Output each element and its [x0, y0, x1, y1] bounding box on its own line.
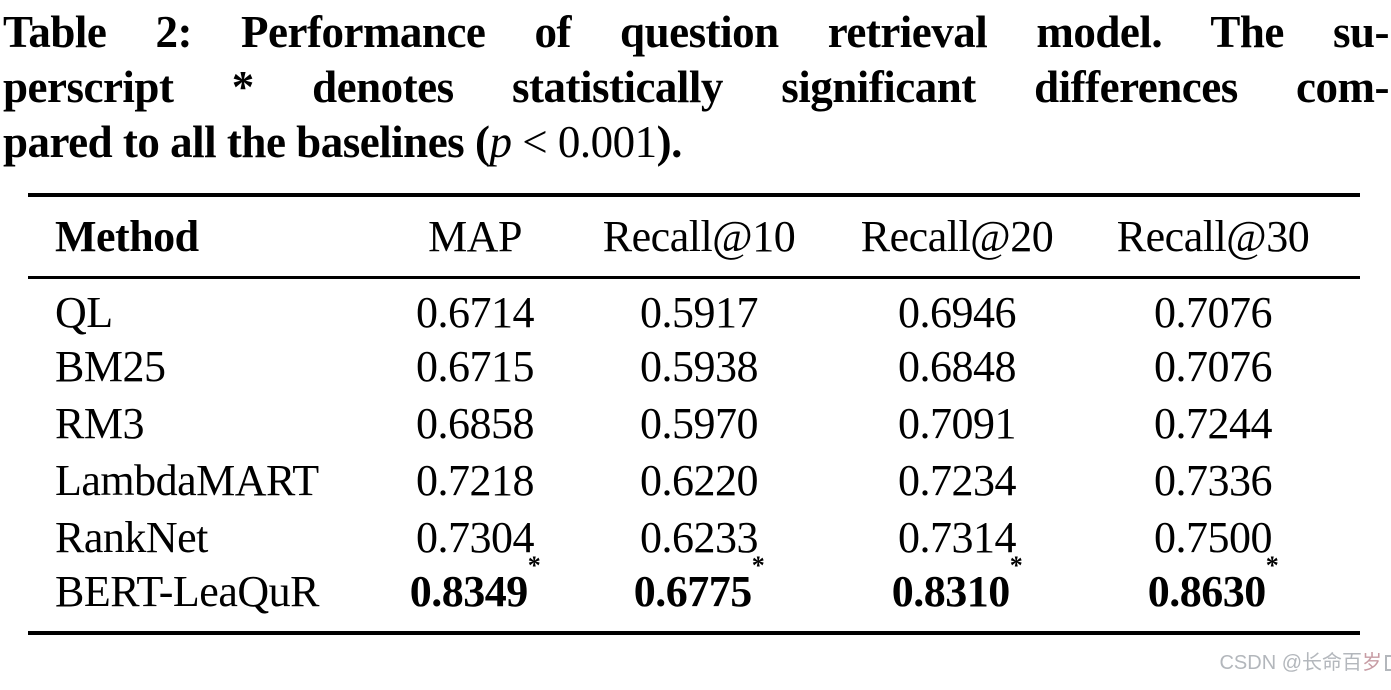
value-cell: 0.6714: [368, 277, 582, 338]
method-cell: BM25: [55, 341, 166, 391]
caption-text: Table 2: Performance of question retriev…: [3, 7, 1390, 57]
value-cell: 0.6848: [816, 338, 1098, 395]
table-row: BM25 0.6715 0.5938 0.6848 0.7076: [28, 338, 1360, 395]
method-cell: QL: [55, 287, 113, 337]
table-row: LambdaMART 0.7218 0.6220 0.7234 0.7336: [28, 452, 1360, 509]
caption-math-expression: < 0.001: [511, 117, 657, 167]
value-cell: 0.6233: [582, 509, 816, 566]
metric-value: 0.7091: [898, 398, 1017, 448]
caption-text: pared to all the baselines (: [3, 117, 490, 167]
significance-star: *: [527, 550, 541, 580]
method-cell: RankNet: [55, 512, 208, 562]
significance-star: *: [751, 550, 765, 580]
metric-value: 0.6220: [640, 455, 759, 505]
significance-star: *: [1009, 550, 1023, 580]
method-cell: LambdaMART: [55, 455, 319, 505]
value-cell: 0.5938: [582, 338, 816, 395]
method-cell: BERT-LeaQuR: [55, 566, 319, 616]
caption-math-variable-p: p: [489, 117, 512, 167]
value-cell: 0.5917: [582, 277, 816, 338]
metric-value: 0.8630: [1147, 566, 1267, 616]
watermark-cutoff-glyph: [1385, 655, 1391, 671]
column-header-recall20: Recall@20: [816, 195, 1098, 279]
value-cell: 0.8349*: [368, 552, 582, 633]
value-cell: 0.7500: [1098, 509, 1328, 566]
column-header-recall30: Recall@30: [1098, 195, 1328, 279]
metric-value: 0.6848: [898, 341, 1017, 391]
metric-value: 0.7336: [1154, 455, 1273, 505]
metric-value: 0.6858: [416, 398, 535, 448]
results-table-wrapper: Method MAP Recall@10 Recall@20 Recall@30…: [28, 193, 1360, 635]
value-cell: 0.7076: [1098, 338, 1328, 395]
value-cell: 0.6715: [368, 338, 582, 395]
caption-line-2: perscript * denotes statistically signif…: [3, 60, 1390, 115]
table-row: QL 0.6714 0.5917 0.6946 0.7076: [28, 277, 1360, 338]
value-cell: 0.7218: [368, 452, 582, 509]
column-header-filler: [1328, 195, 1360, 279]
table-row: RM3 0.6858 0.5970 0.7091 0.7244: [28, 395, 1360, 452]
metric-value: 0.5917: [640, 287, 759, 337]
metric-value: 0.7244: [1154, 398, 1273, 448]
metric-value: 0.6775: [633, 566, 753, 616]
value-cell: 0.7076: [1098, 277, 1328, 338]
metric-value: 0.7218: [416, 455, 535, 505]
column-header-map: MAP: [368, 195, 582, 279]
watermark-text: CSDN @长命百: [1219, 652, 1362, 674]
value-cell: 0.7314: [816, 509, 1098, 566]
value-cell: 0.6946: [816, 277, 1098, 338]
csdn-watermark: CSDN @长命百岁: [1219, 651, 1391, 675]
value-cell: 0.7304: [368, 509, 582, 566]
metric-value: 0.7234: [898, 455, 1017, 505]
significance-star: *: [1265, 550, 1279, 580]
metric-value: 0.6233: [640, 512, 759, 562]
metric-value: 0.7314: [898, 512, 1017, 562]
value-cell: 0.7336: [1098, 452, 1328, 509]
metric-value: 0.7304: [416, 512, 535, 562]
metric-value: 0.7076: [1154, 341, 1273, 391]
metric-value: 0.6714: [416, 287, 535, 337]
value-cell: 0.8310*: [816, 552, 1098, 633]
watermark-text-accent: 岁: [1362, 652, 1382, 674]
metric-value: 0.5970: [640, 398, 759, 448]
value-cell: 0.8630*: [1098, 552, 1328, 633]
metric-value: 0.7500: [1154, 512, 1273, 562]
metric-value: 0.6946: [898, 287, 1017, 337]
value-cell: 0.6775*: [582, 552, 816, 633]
value-cell: 0.7244: [1098, 395, 1328, 452]
value-cell: 0.6858: [368, 395, 582, 452]
table-caption: Table 2: Performance of question retriev…: [3, 5, 1390, 170]
value-cell: 0.5970: [582, 395, 816, 452]
column-header-method: Method: [28, 195, 368, 279]
value-cell: 0.7234: [816, 452, 1098, 509]
metric-value: 0.8349: [409, 566, 529, 616]
value-cell: 0.7091: [816, 395, 1098, 452]
table-row: RankNet 0.7304 0.6233 0.7314 0.7500: [28, 509, 1360, 566]
method-cell: RM3: [55, 398, 144, 448]
metric-value: 0.6715: [416, 341, 535, 391]
column-header-recall10: Recall@10: [582, 195, 816, 279]
caption-text: perscript * denotes statistically signif…: [3, 62, 1390, 112]
metric-value: 0.5938: [640, 341, 759, 391]
table-header-row: Method MAP Recall@10 Recall@20 Recall@30: [28, 195, 1360, 279]
metric-value: 0.8310: [891, 566, 1011, 616]
value-cell: 0.6220: [582, 452, 816, 509]
table-row-best: BERT-LeaQuR 0.8349* 0.6775* 0.8310* 0.86…: [28, 552, 1360, 633]
caption-text: ).: [656, 117, 683, 167]
caption-line-3: pared to all the baselines (p < 0.001).: [3, 115, 1389, 170]
caption-line-1: Table 2: Performance of question retriev…: [3, 5, 1390, 60]
metric-value: 0.7076: [1154, 287, 1273, 337]
results-table: Method MAP Recall@10 Recall@20 Recall@30…: [28, 193, 1360, 635]
